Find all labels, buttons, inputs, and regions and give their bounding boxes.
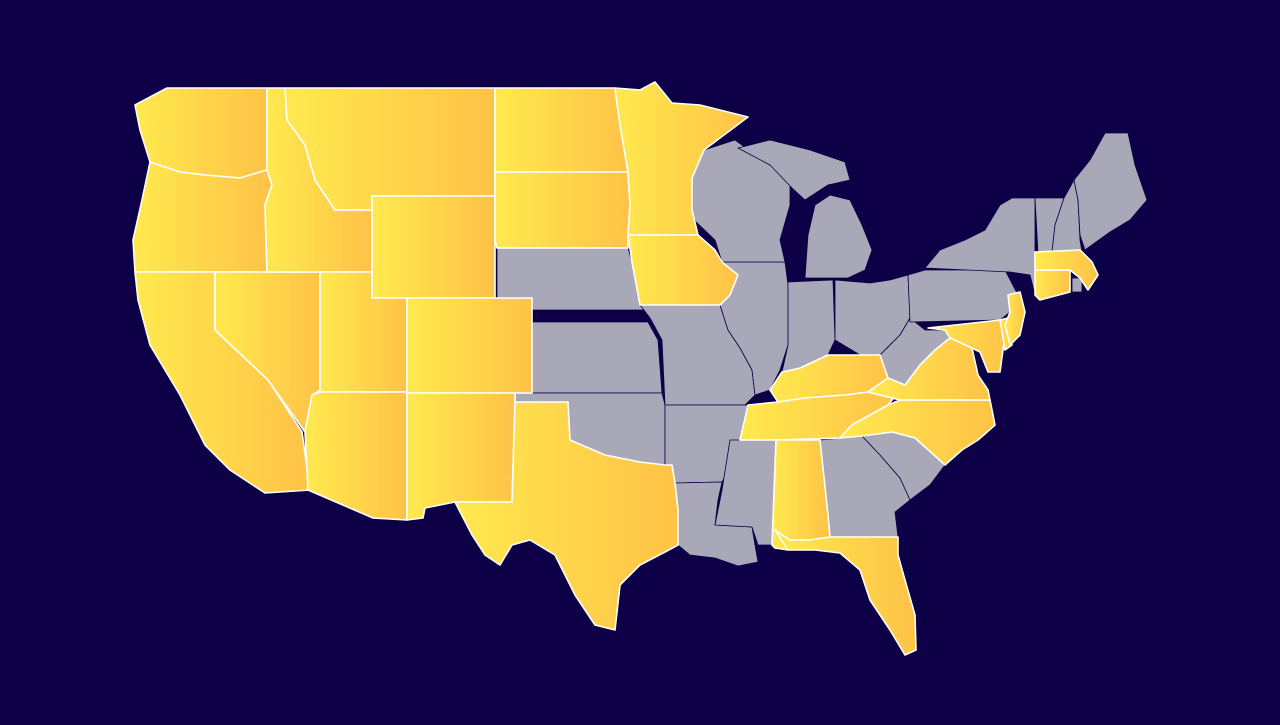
state-connecticut[interactable] bbox=[1034, 269, 1071, 301]
state-massachusetts[interactable] bbox=[1034, 249, 1099, 291]
state-minnesota[interactable] bbox=[614, 81, 749, 236]
state-florida[interactable] bbox=[774, 529, 917, 656]
state-pennsylvania[interactable] bbox=[907, 269, 1019, 323]
state-rhode-island[interactable] bbox=[1071, 277, 1083, 293]
state-texas[interactable] bbox=[454, 401, 679, 631]
state-iowa[interactable] bbox=[627, 234, 739, 306]
state-oregon[interactable] bbox=[132, 161, 273, 273]
state-south-dakota[interactable] bbox=[494, 171, 631, 249]
state-north-carolina[interactable] bbox=[839, 399, 996, 466]
state-new-mexico[interactable] bbox=[406, 392, 516, 521]
state-north-dakota[interactable] bbox=[494, 87, 629, 173]
state-kansas[interactable] bbox=[531, 321, 663, 394]
state-arizona[interactable] bbox=[304, 391, 408, 521]
state-michigan[interactable] bbox=[737, 139, 873, 279]
state-new-jersey[interactable] bbox=[1004, 291, 1026, 346]
state-colorado[interactable] bbox=[406, 297, 533, 394]
state-maine[interactable] bbox=[1073, 132, 1148, 251]
state-wyoming[interactable] bbox=[371, 195, 496, 299]
